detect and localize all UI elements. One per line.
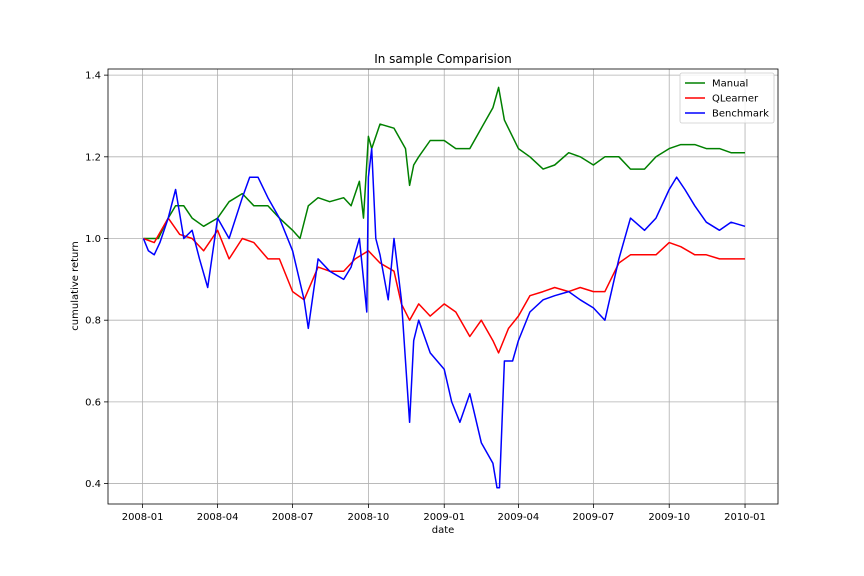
- series-line-qlearner: [143, 217, 745, 354]
- legend-label-qlearner: QLearner: [712, 94, 759, 105]
- y-tick-label: 1.2: [85, 152, 101, 163]
- y-axis-label: cumulative return: [70, 241, 81, 330]
- series-line-manual: [143, 86, 745, 240]
- legend-label-manual: Manual: [712, 79, 748, 90]
- y-tick-label: 1.4: [85, 71, 101, 82]
- y-axis: 0.4 0.6 0.8 1.0 1.2 1.4: [85, 71, 108, 490]
- x-axis: 2008-01 2008-04 2008-07 2008-10 2009-01 2009-…: [122, 504, 766, 523]
- plot-frame: [107, 68, 779, 505]
- y-tick-label: 0.4: [85, 479, 101, 490]
- chart-title: In sample Comparision: [374, 52, 512, 66]
- x-tick-label: 2008-04: [197, 512, 239, 523]
- legend: Manual QLearner Benchmark: [679, 72, 775, 124]
- y-tick-label: 0.6: [85, 397, 101, 408]
- x-tick-label: 2009-10: [648, 512, 690, 523]
- x-axis-label: date: [432, 525, 455, 536]
- legend-box: [679, 72, 775, 124]
- x-tick-label: 2009-07: [573, 512, 615, 523]
- x-tick-label: 2010-01: [724, 512, 766, 523]
- x-tick-label: 2008-01: [122, 512, 164, 523]
- grid: [108, 69, 778, 504]
- series-line-benchmark: [142, 147, 746, 489]
- y-tick-label: 1.0: [85, 234, 101, 245]
- y-tick-label: 0.8: [85, 316, 101, 327]
- x-tick-label: 2008-10: [348, 512, 390, 523]
- legend-label-benchmark: Benchmark: [712, 109, 769, 120]
- plot-area: [108, 69, 778, 504]
- series-lines: [142, 86, 746, 489]
- x-tick-label: 2009-01: [423, 512, 465, 523]
- x-tick-label: 2009-04: [498, 512, 540, 523]
- x-tick-label: 2008-07: [272, 512, 314, 523]
